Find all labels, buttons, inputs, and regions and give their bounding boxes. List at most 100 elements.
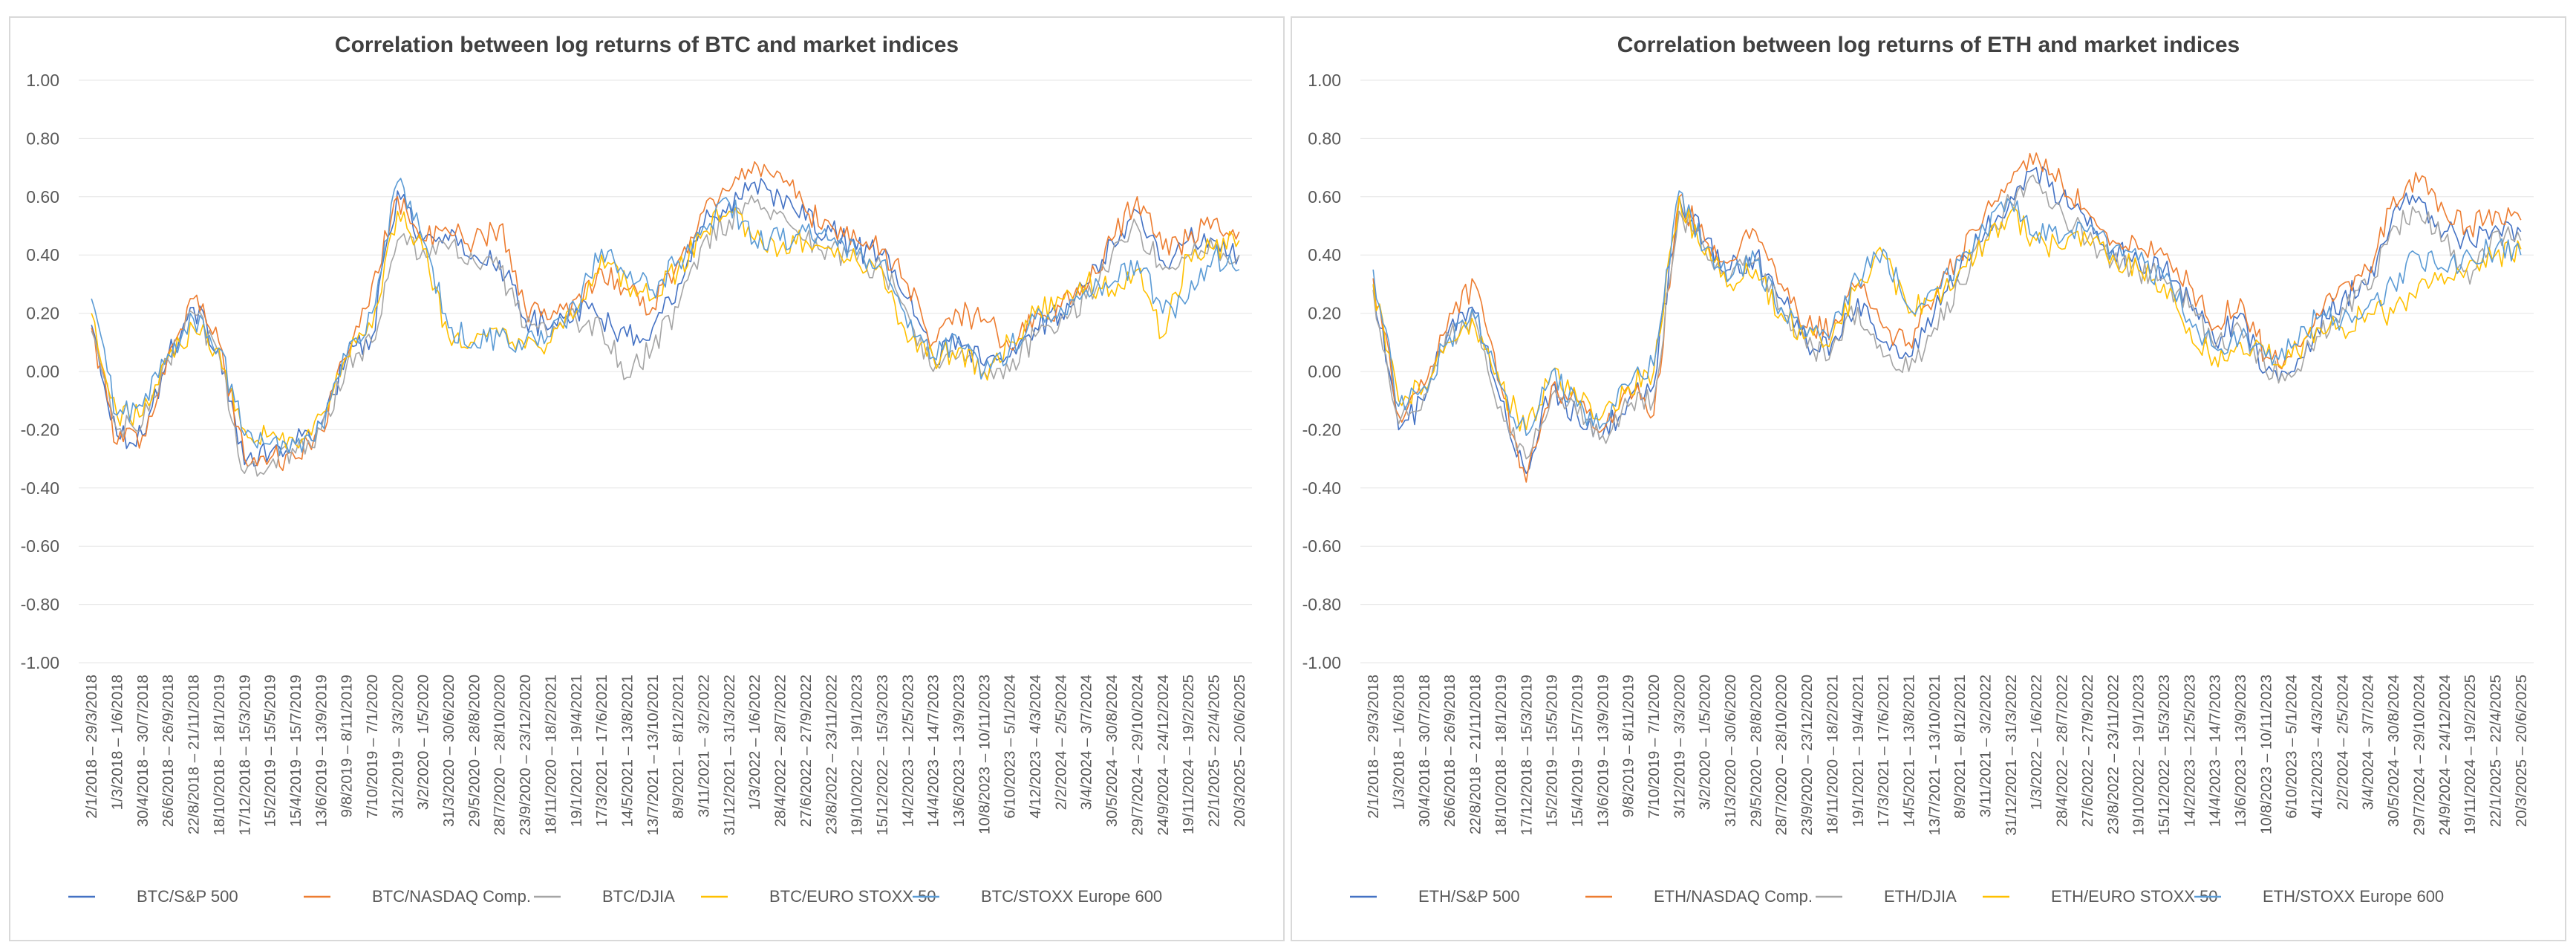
legend-label: ETH/EURO STOXX 50: [2051, 887, 2218, 906]
x-tick-label: 22/1/2025 – 22/4/2025: [2488, 675, 2505, 827]
x-tick-label: 17/3/2021 – 17/6/2021: [1875, 675, 1892, 827]
x-tick-label: 23/9/2020 – 23/12/2020: [517, 675, 534, 836]
x-tick-label: 15/4/2019 – 15/7/2019: [287, 675, 304, 827]
x-tick-label: 14/2/2023 – 12/5/2023: [2181, 675, 2198, 827]
chart-title: Correlation between log returns of ETH a…: [1617, 33, 2240, 57]
x-tick-label: 15/12/2022 – 15/3/2023: [874, 675, 891, 836]
y-tick-label: 0.40: [26, 245, 59, 264]
legend-label: BTC/DJIA: [602, 887, 675, 906]
x-tick-label: 17/12/2018 – 15/3/2019: [1518, 675, 1535, 836]
x-tick-label: 22/1/2025 – 22/4/2025: [1206, 675, 1223, 827]
x-tick-label: 3/4/2024 – 3/7/2024: [2360, 675, 2377, 810]
legend: ETH/S&P 500 ETH/NASDAQ Comp. ETH/DJIA ETH/E…: [1350, 887, 2444, 906]
x-tick-label: 29/5/2020 – 28/8/2020: [466, 675, 483, 827]
x-tick-label: 31/12/2021 – 31/3/2022: [721, 675, 738, 836]
y-tick-label: 0.60: [26, 187, 59, 207]
gridlines: [79, 79, 1252, 663]
x-tick-label: 26/6/2018 – 26/9/2018: [1441, 675, 1458, 827]
x-tick-label: 1/3/2018 – 1/6/2018: [1391, 675, 1408, 810]
y-tick-label: -0.20: [21, 420, 59, 439]
x-tick-label: 3/11/2021 – 3/2/2022: [696, 675, 713, 817]
x-tick-label: 22/8/2018 – 21/11/2018: [186, 675, 203, 834]
legend-label: BTC/NASDAQ Comp.: [372, 887, 531, 906]
x-tick-label: 3/4/2024 – 3/7/2024: [1078, 675, 1095, 810]
plot-area: [1372, 152, 2522, 483]
y-axis: 1.00 0.80 0.60 0.40 0.20 0.00 -0.20 -0.40 -0.60 -…: [21, 71, 59, 672]
eth-chart-panel: Correlation between log returns of ETH a…: [1291, 16, 2566, 941]
x-tick-label: 29/7/2024 – 29/10/2024: [2410, 675, 2427, 836]
x-tick-label: 15/4/2019 – 15/7/2019: [1569, 675, 1586, 827]
y-tick-label: 0.60: [1308, 187, 1341, 207]
x-tick-label: 31/3/2020 – 30/6/2020: [1722, 675, 1739, 827]
plot-area: [91, 161, 1240, 477]
x-tick-label: 26/6/2018 – 26/9/2018: [160, 675, 177, 827]
series-line: [1372, 152, 2522, 483]
series-line: [91, 178, 1240, 467]
x-tick-label: 9/8/2019 – 8/11/2019: [1620, 675, 1637, 817]
y-tick-label: 0.00: [1308, 362, 1341, 381]
x-tick-label: 28/7/2020 – 28/10/2020: [1773, 675, 1790, 836]
y-tick-label: -0.60: [1302, 536, 1341, 556]
x-tick-label: 18/11/2020 – 18/2/2021: [542, 675, 559, 834]
y-tick-label: 0.00: [26, 362, 59, 381]
x-tick-label: 6/10/2023 – 5/1/2024: [2283, 675, 2301, 819]
x-tick-label: 18/10/2018 – 18/1/2019: [1493, 675, 1510, 836]
x-tick-label: 15/2/2019 – 15/5/2019: [1544, 675, 1561, 827]
series-line: [91, 195, 1240, 477]
x-tick-label: 28/4/2022 – 28/7/2022: [772, 675, 789, 827]
x-tick-label: 24/9/2024 – 24/12/2024: [2436, 675, 2453, 836]
x-tick-label: 15/2/2019 – 15/5/2019: [262, 675, 279, 827]
x-tick-label: 7/10/2019 – 7/1/2020: [1646, 675, 1663, 819]
x-tick-label: 31/3/2020 – 30/6/2020: [440, 675, 457, 827]
x-tick-label: 20/3/2025 – 20/6/2025: [2513, 675, 2530, 827]
y-tick-label: 0.80: [26, 129, 59, 148]
x-tick-label: 23/8/2022 – 23/11/2022: [2104, 675, 2122, 834]
eth-correlation-chart: Correlation between log returns of ETH a…: [1302, 33, 2534, 906]
y-tick-label: 1.00: [1308, 71, 1341, 90]
x-tick-label: 19/11/2024 – 19/2/2025: [1180, 675, 1197, 834]
x-tick-label: 13/7/2021 – 13/10/2021: [645, 675, 662, 836]
x-tick-label: 31/12/2021 – 31/3/2022: [2003, 675, 2020, 836]
x-tick-label: 3/2/2020 – 1/5/2020: [1697, 675, 1714, 810]
x-tick-label: 27/6/2022 – 27/9/2022: [2079, 675, 2096, 827]
x-tick-label: 13/6/2019 – 13/9/2019: [313, 675, 330, 827]
x-tick-label: 1/3/2022 – 1/6/2022: [2028, 675, 2045, 810]
y-tick-label: -0.80: [1302, 595, 1341, 614]
y-axis: 1.00 0.80 0.60 0.40 0.20 0.00 -0.20 -0.40 -0.60 -…: [1302, 71, 1341, 672]
x-tick-label: 20/3/2025 – 20/6/2025: [1231, 675, 1248, 827]
x-tick-label: 10/8/2023 – 10/11/2023: [976, 675, 993, 834]
legend: BTC/S&P 500 BTC/NASDAQ Comp. BTC/DJIA BTC/E…: [68, 887, 1162, 906]
x-tick-label: 14/4/2023 – 14/7/2023: [2207, 675, 2224, 827]
x-tick-label: 3/11/2021 – 3/2/2022: [1977, 675, 1995, 817]
x-tick-label: 17/12/2018 – 15/3/2019: [236, 675, 253, 836]
x-tick-label: 29/7/2024 – 29/10/2024: [1129, 675, 1146, 836]
x-tick-label: 19/11/2024 – 19/2/2025: [2462, 675, 2479, 834]
x-tick-label: 8/9/2021 – 8/12/2021: [670, 675, 687, 819]
x-tick-label: 13/6/2023 – 13/9/2023: [950, 675, 968, 827]
x-axis: 2/1/2018 – 29/3/2018 1/3/2018 – 1/6/2018 3…: [83, 675, 1248, 836]
y-tick-label: -0.60: [21, 536, 59, 556]
x-tick-label: 23/9/2020 – 23/12/2020: [1799, 675, 1816, 836]
y-tick-label: -0.80: [21, 595, 59, 614]
btc-correlation-chart: Correlation between log returns of BTC a…: [21, 33, 1252, 906]
btc-chart-panel: Correlation between log returns of BTC a…: [9, 16, 1285, 941]
x-tick-label: 18/11/2020 – 18/2/2021: [1824, 675, 1841, 834]
x-tick-label: 2/2/2024 – 2/5/2024: [1052, 675, 1069, 810]
x-tick-label: 13/7/2021 – 13/10/2021: [1926, 675, 1943, 836]
y-tick-label: -1.00: [21, 653, 59, 672]
x-tick-label: 30/4/2018 – 30/7/2018: [1416, 675, 1433, 827]
x-tick-label: 4/12/2023 – 4/3/2024: [1027, 675, 1044, 819]
x-tick-label: 29/5/2020 – 28/8/2020: [1747, 675, 1764, 827]
x-tick-label: 13/6/2023 – 13/9/2023: [2232, 675, 2249, 827]
x-tick-label: 27/6/2022 – 27/9/2022: [798, 675, 815, 827]
x-tick-label: 19/10/2022 – 19/1/2023: [849, 675, 866, 836]
x-tick-label: 8/9/2021 – 8/12/2021: [1951, 675, 1969, 819]
x-tick-label: 13/6/2019 – 13/9/2019: [1594, 675, 1611, 827]
x-tick-label: 1/3/2018 – 1/6/2018: [109, 675, 126, 810]
x-tick-label: 14/4/2023 – 14/7/2023: [925, 675, 942, 827]
y-tick-label: -1.00: [1302, 653, 1341, 672]
x-tick-label: 17/3/2021 – 17/6/2021: [593, 675, 610, 827]
x-tick-label: 2/1/2018 – 29/3/2018: [1365, 675, 1382, 819]
x-tick-label: 30/4/2018 – 30/7/2018: [134, 675, 151, 827]
